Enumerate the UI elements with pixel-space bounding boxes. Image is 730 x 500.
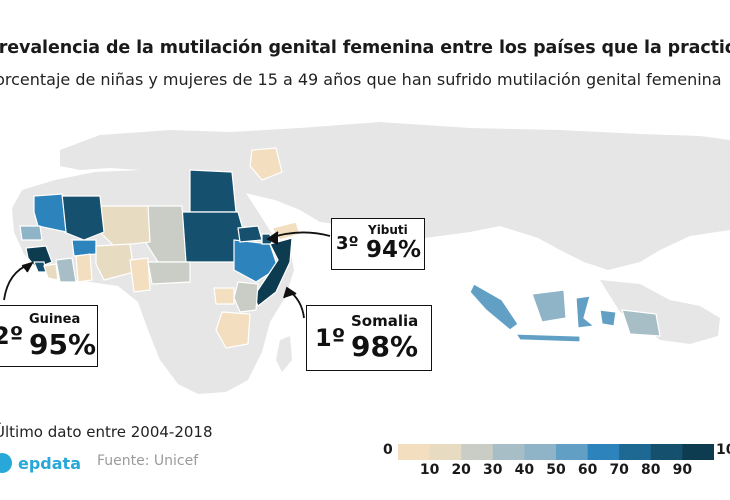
callout-somalia-value: 98% xyxy=(351,330,419,363)
callout-yibuti-value: 94% xyxy=(366,237,422,263)
country-kenya xyxy=(233,281,259,313)
country-niger xyxy=(99,205,151,247)
country-ivory-coast xyxy=(55,257,77,283)
land-eurasia xyxy=(60,122,730,270)
legend-swatch xyxy=(492,444,525,460)
legend-tick-label: 40 xyxy=(514,462,535,478)
callout-somalia: 1º Somalia 98% xyxy=(306,305,432,371)
country-mauritania xyxy=(33,193,67,233)
callout-guinea-name: Guinea xyxy=(29,312,81,327)
land-madagascar xyxy=(276,336,292,372)
country-cameroon xyxy=(129,257,151,293)
legend-min-label: 0 xyxy=(383,442,393,458)
africa-asia-map xyxy=(3,122,730,394)
country-ghana-togo xyxy=(75,253,93,283)
legend-swatch xyxy=(682,444,714,460)
country-senegal xyxy=(19,225,43,241)
country-shapes xyxy=(19,147,661,349)
chart-subtitle: Porcentaje de niñas y mujeres de 15 a 49… xyxy=(0,70,722,89)
country-nigeria xyxy=(95,243,135,281)
country-indonesia-papua xyxy=(621,309,661,337)
country-liberia xyxy=(43,263,59,281)
country-car xyxy=(147,261,191,285)
callout-arrow-icon xyxy=(3,231,331,319)
legend-swatch xyxy=(619,444,652,460)
callout-yibuti-name: Yibuti xyxy=(368,223,408,237)
epdata-logo[interactable]: epdata xyxy=(0,450,81,476)
country-indonesia-sulawesi xyxy=(575,295,596,329)
legend-tick-label: 50 xyxy=(546,462,566,478)
legend-tick-label: 60 xyxy=(577,462,598,478)
callout-yibuti-rank: 3º xyxy=(336,233,359,254)
callout-somalia-rank: 1º xyxy=(315,324,346,352)
country-indonesia-java xyxy=(514,333,581,343)
country-egypt xyxy=(189,169,237,213)
legend-swatch xyxy=(398,444,431,460)
legend-tick-label: 30 xyxy=(483,462,503,478)
legend-swatch xyxy=(556,444,589,460)
country-uganda xyxy=(213,287,235,305)
callout-guinea-rank: 2º xyxy=(0,322,24,350)
legend-swatch xyxy=(461,444,494,460)
legend-tick-label: 80 xyxy=(641,462,661,478)
country-tanzania xyxy=(215,311,251,349)
epdata-logo-text: epdata xyxy=(18,453,81,473)
callout-guinea: 2º Guinea 95% xyxy=(0,305,98,367)
legend-color-scale xyxy=(398,444,714,460)
data-note: Último dato entre 2004-2018 xyxy=(0,423,213,441)
country-mali xyxy=(59,195,105,241)
legend-tick-label: 10 xyxy=(419,462,440,478)
legend-swatch xyxy=(587,444,620,460)
callout-guinea-value: 95% xyxy=(29,328,97,361)
source-label: Fuente: Unicef xyxy=(97,453,199,469)
country-indonesia-borneo xyxy=(531,289,567,323)
chart-title: Prevalencia de la mutilación genital fem… xyxy=(0,38,730,58)
country-indonesia-moluccas xyxy=(599,309,617,327)
epdata-logo-icon xyxy=(0,453,12,473)
legend-tick-label: 70 xyxy=(609,462,629,478)
legend-swatch xyxy=(650,444,683,460)
legend-swatch xyxy=(524,444,557,460)
legend-tick-label: 90 xyxy=(672,462,693,478)
legend-tick-label: 20 xyxy=(451,462,471,478)
callout-yibuti: 3º Yibuti 94% xyxy=(331,218,425,270)
callout-somalia-name: Somalia xyxy=(351,312,419,330)
legend-max-label: 100 xyxy=(716,442,730,458)
land-sea-islands xyxy=(600,280,720,344)
country-eritrea xyxy=(237,225,263,243)
country-somalia xyxy=(253,237,293,307)
legend-swatch xyxy=(429,444,462,460)
country-indonesia-sumatra xyxy=(469,283,519,331)
country-iraq xyxy=(249,147,283,181)
country-burkina xyxy=(71,239,97,257)
